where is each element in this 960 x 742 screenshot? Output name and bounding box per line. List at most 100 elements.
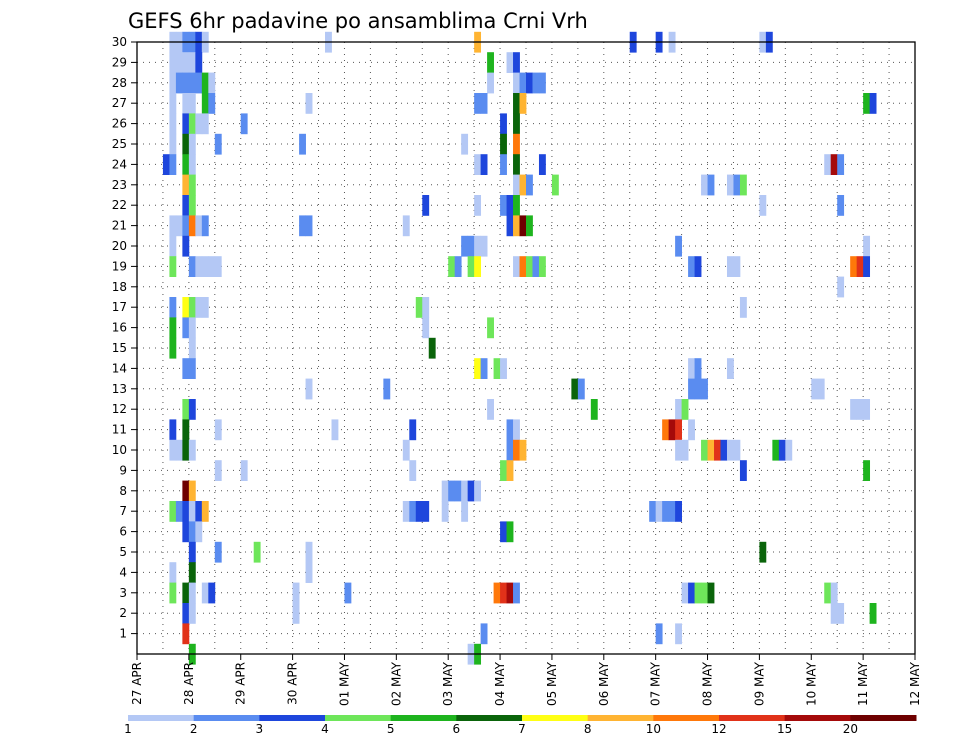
precip-cell bbox=[409, 501, 417, 522]
precip-cell bbox=[182, 174, 190, 196]
precip-cell bbox=[214, 460, 222, 481]
precip-cell bbox=[169, 72, 177, 94]
x-tick-label: 12 MAY bbox=[908, 661, 922, 706]
precip-cell bbox=[461, 133, 469, 155]
precip-cell bbox=[532, 256, 540, 277]
precip-cell bbox=[538, 72, 546, 94]
precip-cell bbox=[571, 378, 579, 400]
colorbar-label: 6 bbox=[453, 722, 461, 736]
colorbar-swatch bbox=[259, 715, 326, 721]
precip-cell bbox=[305, 562, 313, 583]
precip-cell bbox=[500, 195, 507, 216]
precip-cell bbox=[662, 501, 670, 522]
precip-cell bbox=[577, 378, 585, 400]
precip-cell bbox=[214, 541, 222, 563]
precip-cell bbox=[513, 154, 520, 175]
precip-cell bbox=[188, 337, 196, 359]
precip-cell bbox=[292, 603, 300, 624]
colorbar-swatch bbox=[193, 715, 260, 721]
precip-cell bbox=[292, 582, 300, 604]
precip-cell bbox=[467, 480, 475, 502]
precip-cell bbox=[538, 256, 546, 277]
precip-cell bbox=[526, 256, 533, 277]
colorbar-label: 1 bbox=[124, 722, 132, 736]
precip-cell bbox=[441, 501, 449, 522]
x-tick-label: 30 APR bbox=[286, 662, 300, 705]
y-tick-label: 27 bbox=[112, 96, 127, 110]
precip-cell bbox=[182, 419, 190, 441]
precip-cell bbox=[668, 419, 676, 441]
precip-cell bbox=[675, 501, 682, 522]
precip-cell bbox=[500, 460, 507, 481]
precip-cell bbox=[487, 72, 494, 94]
precip-cell bbox=[688, 256, 695, 277]
precip-cell bbox=[253, 541, 261, 563]
precip-cell bbox=[182, 603, 190, 624]
precip-cell bbox=[519, 93, 527, 114]
precip-cell bbox=[811, 378, 819, 400]
precip-cell bbox=[169, 93, 177, 114]
precip-cell bbox=[759, 195, 767, 216]
precip-cell bbox=[850, 399, 858, 420]
precip-cell bbox=[188, 72, 196, 94]
precip-cell bbox=[506, 195, 514, 216]
precip-cell bbox=[182, 358, 190, 379]
precip-cell bbox=[188, 215, 196, 237]
precip-cell bbox=[169, 439, 177, 461]
precip-cell bbox=[480, 623, 488, 645]
colorbar-label: 12 bbox=[711, 722, 726, 736]
precip-cell bbox=[182, 93, 190, 114]
precip-cell bbox=[182, 582, 190, 604]
precip-cell bbox=[188, 541, 196, 563]
precip-cell bbox=[195, 501, 203, 522]
precip-cell bbox=[461, 480, 469, 502]
colorbar-swatch bbox=[456, 715, 523, 721]
precip-cell bbox=[681, 399, 689, 420]
precip-cell bbox=[182, 399, 190, 420]
y-tick-label: 3 bbox=[119, 586, 127, 600]
precip-cell bbox=[869, 603, 877, 624]
colorbar-label: 20 bbox=[843, 722, 858, 736]
precip-cell bbox=[480, 93, 488, 114]
colorbar-label: 8 bbox=[584, 722, 592, 736]
precip-cell bbox=[701, 582, 708, 604]
precip-cell bbox=[688, 419, 695, 441]
precip-cell bbox=[837, 276, 845, 298]
precip-cell bbox=[519, 174, 527, 196]
colorbar-swatch bbox=[653, 715, 720, 721]
colorbar-label: 5 bbox=[387, 722, 395, 736]
precip-cell bbox=[707, 174, 715, 196]
precip-cell bbox=[778, 439, 786, 461]
precip-cell bbox=[188, 501, 196, 522]
precip-cell bbox=[487, 52, 494, 73]
precip-cell bbox=[824, 154, 832, 175]
precip-cell bbox=[409, 419, 417, 441]
precip-cell bbox=[863, 399, 871, 420]
precip-cell bbox=[467, 256, 475, 277]
precip-cell bbox=[863, 93, 871, 114]
precip-cell bbox=[305, 541, 313, 563]
precip-cell bbox=[195, 256, 203, 277]
precip-cell bbox=[493, 358, 501, 379]
precip-cell bbox=[415, 297, 423, 318]
precip-cell bbox=[681, 582, 689, 604]
precip-cell bbox=[655, 501, 663, 522]
precip-cell bbox=[467, 235, 475, 257]
precip-cell bbox=[506, 582, 514, 604]
precip-cell bbox=[513, 72, 520, 94]
colorbar-label: 4 bbox=[321, 722, 329, 736]
precip-cell bbox=[299, 133, 306, 155]
precip-cell bbox=[383, 378, 391, 400]
precip-cell bbox=[506, 215, 514, 237]
colorbar-swatch bbox=[390, 715, 457, 721]
precip-cell bbox=[526, 174, 533, 196]
x-tick-label: 05 MAY bbox=[545, 661, 559, 706]
x-tick-label: 06 MAY bbox=[597, 661, 611, 706]
precip-cell bbox=[182, 235, 190, 257]
precip-cell bbox=[474, 235, 482, 257]
precip-cell bbox=[850, 256, 858, 277]
precip-cell bbox=[701, 378, 708, 400]
precip-cell bbox=[474, 154, 482, 175]
y-tick-label: 20 bbox=[112, 239, 127, 253]
precip-cell bbox=[500, 113, 507, 135]
